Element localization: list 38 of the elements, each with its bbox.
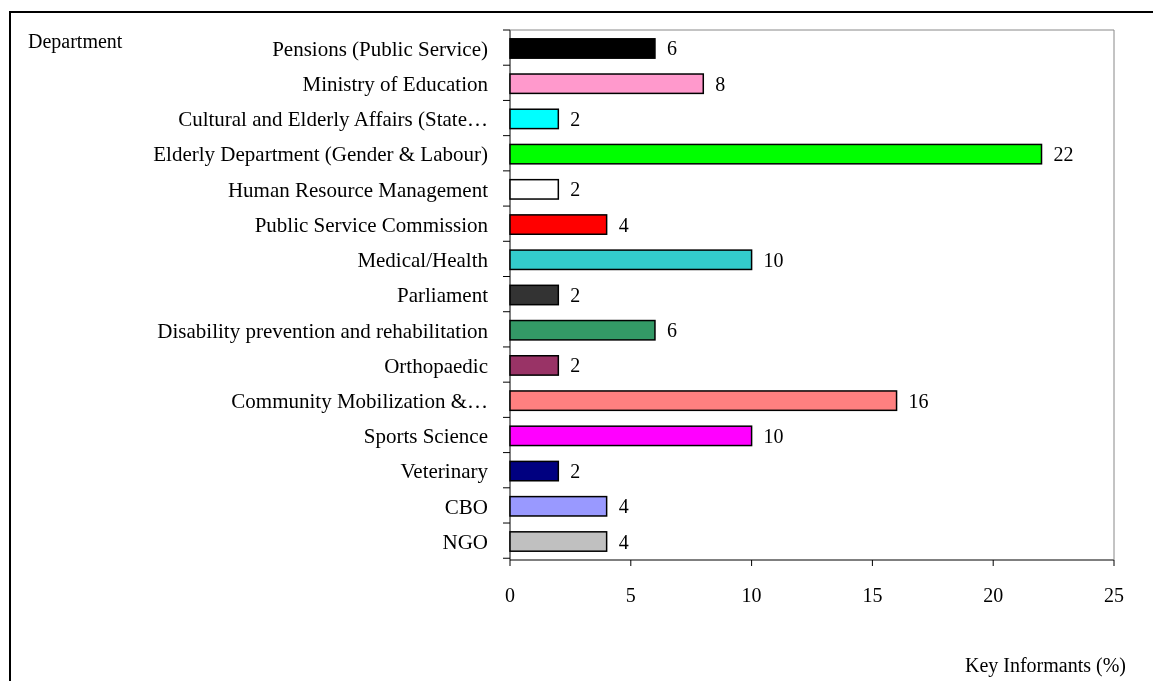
data-label: 2 [570,178,581,201]
y-tick-label: Parliament [397,283,489,308]
y-tick-label: CBO [444,494,488,519]
y-tick-label: Disability prevention and rehabilitation [157,318,489,343]
data-label: 6 [666,319,677,342]
y-tick-label: Elderly Department (Gender & Labour) [153,142,488,167]
data-label: 22 [1053,143,1074,166]
data-label: 2 [570,284,581,306]
x-tick-label: 15 [862,584,883,606]
data-label: 2 [570,107,581,130]
y-tick-label: Cultural and Elderly Affairs (State… [178,107,488,132]
x-tick-label: 25 [1104,584,1124,606]
data-label: 2 [570,460,581,483]
data-label: 4 [618,213,629,236]
y-axis-title: Department [28,30,123,53]
data-label: 4 [618,495,629,518]
y-tick-label: Pensions (Public Service) [272,36,488,61]
y-tick-label: Human Resource Management [227,177,489,202]
data-label: 2 [570,354,581,377]
x-tick-label: 20 [983,584,1004,606]
y-tick-label: Orthopaedic [384,353,488,378]
y-tick-label: Medical/Health [357,248,489,273]
data-label: 10 [763,248,784,271]
y-tick-label: Sports Science [363,424,488,449]
y-tick-label: Ministry of Education [302,72,489,97]
x-tick-label: 0 [505,584,515,606]
data-label: 4 [618,530,629,553]
y-tick-label: Public Service Commission [254,212,489,237]
x-tick-label: 10 [741,584,762,606]
y-tick-label: Community Mobilization &… [231,389,488,413]
y-tick-label: Veterinary [400,459,489,484]
data-label: 16 [908,389,929,412]
data-label: 8 [715,72,726,95]
y-tick-label: NGO [442,529,488,554]
data-label: 10 [763,424,784,447]
x-tick-label: 5 [625,584,636,606]
x-axis-title: Key Informants (%) [964,654,1126,677]
data-label: 6 [666,37,677,60]
